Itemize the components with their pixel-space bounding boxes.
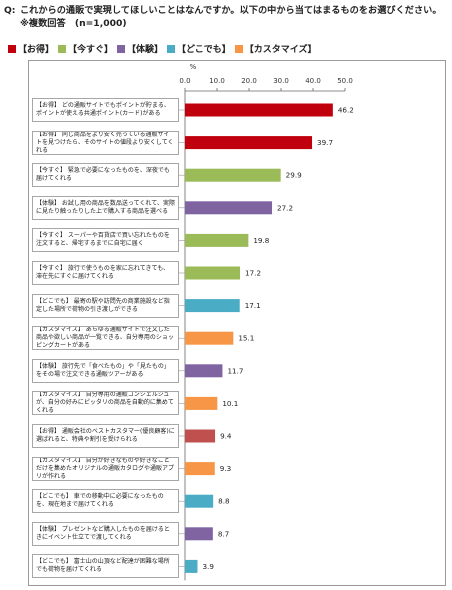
category-label: 【今すぐ】 スーパーや百貨店で買い忘れたものを注文すると、帰宅するまでに自宅に届… [32, 228, 179, 253]
bar-9 [185, 364, 223, 378]
bar-7 [185, 299, 240, 313]
chart-frame: % 0.0 10.0 20.0 30.0 40.0 50.0 46.2 39.7 29.9 27.2… [28, 60, 446, 586]
value-label: 19.8 [253, 236, 269, 245]
legend-swatch [8, 44, 16, 53]
legend-label: 【どこでも】 [177, 45, 231, 55]
bar-10 [185, 396, 218, 410]
tick-label: 50.0 [337, 77, 353, 85]
bar-chart: %0.0 10.0 20.0 30.0 40.0 50.0 46.2 39.7 29.9 27.2… [179, 63, 354, 581]
tick-label: 30.0 [273, 77, 289, 85]
category-label: 【体験】 旅行先で「食べたもの」や「見たもの」をその場で注文できる通販ツアーがあ… [32, 358, 179, 383]
category-label: 【体験】 お試し用の商品を数品送ってくれて、実際に見たり触ったりした上で購入する… [32, 195, 179, 220]
value-label: 29.9 [286, 171, 302, 180]
bar-12 [185, 462, 215, 476]
category-label: 【お得】 同じ商品をより安く売っている通販サイトを見つけたら、そのサイトの値段よ… [32, 130, 179, 155]
value-label: 46.2 [338, 106, 354, 115]
value-label: 27.2 [277, 203, 293, 212]
value-label: 10.1 [222, 399, 238, 408]
legend-item: 【お得】 [8, 42, 54, 55]
value-label: 39.7 [317, 138, 333, 147]
legend-swatch [167, 44, 176, 53]
bar-5 [185, 233, 249, 247]
legend: 【お得】 【今すぐ】 【体験】 【どこでも】 【カスタマイズ】 [8, 42, 321, 55]
tick-label: 40.0 [305, 77, 321, 85]
value-label: 9.3 [220, 464, 231, 473]
value-label: 17.2 [245, 269, 261, 278]
legend-item: 【どこでも】 [167, 42, 231, 55]
category-label: 【どこでも】 車での移動中に必要になったものを、現在地まで届けてくれる [32, 489, 179, 514]
bar-3 [185, 168, 281, 182]
legend-swatch [117, 44, 126, 53]
legend-label: 【お得】 [18, 45, 55, 55]
value-label: 9.4 [220, 432, 232, 441]
category-label: 【カスタマイズ】 あらゆる通販サイトで注文した商品や欲しい商品が一覧できる、自分… [32, 326, 179, 351]
bar-11 [185, 429, 216, 443]
bar-13 [185, 494, 214, 508]
value-label: 8.7 [218, 529, 229, 538]
category-label: 【お得】 どの通販サイトでもポイントが貯まる、ポイントが使える共通ポイント(カー… [32, 98, 179, 122]
legend-swatch [234, 44, 243, 53]
value-label: 11.7 [227, 366, 243, 375]
tick-label: 20.0 [241, 77, 257, 85]
category-label: 【今すぐ】 旅行で使うものを家に忘れてきても、滞在先にすぐに届けてくれる [32, 261, 179, 285]
bar-2 [185, 136, 313, 150]
unit-label: % [190, 63, 197, 71]
question-body: これからの通販で実現してほしいことはなんですか。以下の中から当てはまるものをお選… [20, 5, 442, 29]
question-prefix: Q: [4, 5, 16, 16]
bar-6 [185, 266, 241, 280]
value-label: 17.1 [245, 301, 261, 310]
tick-label: 0.0 [179, 77, 190, 85]
category-label: 【どこでも】 最寄の駅や訪問先の商業施設など指定した場所で荷物の引き渡しができる [32, 293, 179, 318]
category-label: 【今すぐ】 緊急で必要になったものを、深夜でも届けてくれる [32, 163, 179, 188]
category-label: 【体験】 プレゼントなど購入したものを届けるときにイベント仕立てで渡してくれる [32, 521, 179, 546]
bar-1 [185, 103, 333, 117]
legend-swatch [58, 44, 67, 53]
category-label: 【カスタマイズ】 自分専用の通販コンシェルジュが、自分の好みにピッタリの商品を自… [32, 391, 179, 416]
category-label: 【お得】 通販会社のベストカスタマー(優良顧客)に選ばれると、特典や割引を受けら… [32, 424, 179, 448]
value-label: 15.1 [238, 334, 254, 343]
legend-item: 【体験】 [117, 42, 163, 55]
legend-label: 【体験】 [127, 45, 164, 55]
legend-label: 【カスタマイズ】 [244, 45, 317, 55]
value-label: 3.9 [202, 562, 214, 571]
bar-15 [185, 559, 198, 573]
bar-8 [185, 331, 234, 345]
value-label: 8.8 [218, 497, 230, 506]
category-label: 【どこでも】 富士山の山頂など配達が困難な場所でも荷物を届けてくれる [32, 554, 179, 579]
bar-14 [185, 527, 213, 541]
bar-4 [185, 201, 273, 215]
category-label: 【カスタマイズ】 自分が好きなものや好きなことだけを集めたオリジナルの通販カタロ… [32, 456, 179, 481]
legend-item: 【今すぐ】 [58, 42, 113, 55]
legend-item: 【カスタマイズ】 [234, 42, 317, 55]
legend-label: 【今すぐ】 [68, 45, 114, 55]
tick-label: 10.0 [209, 77, 225, 85]
question-text: Q: これからの通販で実現してほしいことはなんですか。以下の中から当てはまるもの… [4, 4, 448, 30]
